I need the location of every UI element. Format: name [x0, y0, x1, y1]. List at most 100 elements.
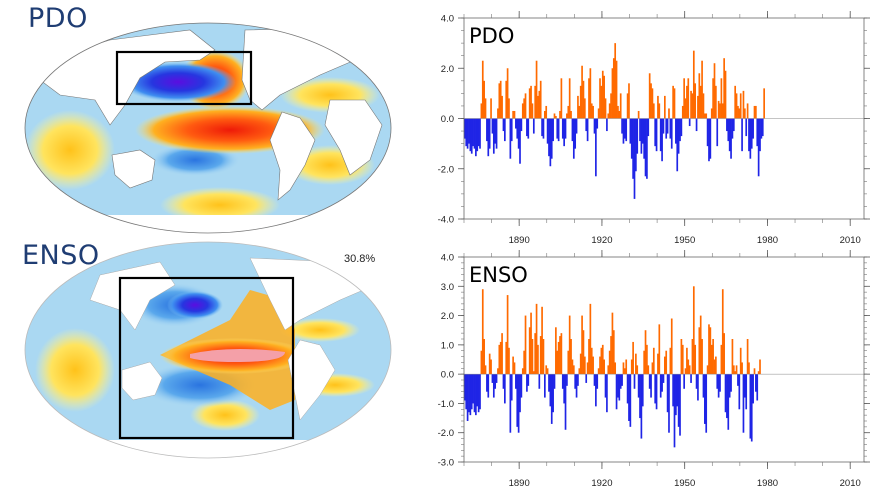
negative-bar — [526, 118, 528, 137]
negative-bar — [564, 118, 567, 139]
positive-bar — [480, 350, 483, 375]
negative-bar — [593, 374, 596, 386]
positive-bar — [652, 347, 655, 375]
positive-bar — [488, 353, 491, 375]
negative-bar — [666, 118, 669, 134]
positive-bar — [523, 350, 525, 375]
positive-bar — [590, 347, 593, 375]
positive-bar — [570, 110, 572, 119]
negative-bar — [542, 118, 545, 139]
positive-bar — [497, 368, 499, 375]
positive-bar — [570, 339, 572, 375]
negative-bar — [566, 374, 568, 386]
negative-bar — [680, 118, 683, 137]
positive-bar — [692, 286, 695, 375]
positive-bar — [588, 78, 590, 119]
negative-bar — [564, 374, 567, 430]
negative-bar — [716, 118, 719, 147]
negative-bar — [491, 118, 494, 134]
negative-bar — [553, 374, 556, 389]
enso-chart-title: ENSO — [469, 263, 528, 287]
negative-bar — [574, 374, 577, 389]
positive-bar — [521, 368, 524, 375]
positive-bar — [713, 359, 716, 375]
negative-bar — [697, 374, 699, 401]
negative-bar — [552, 374, 554, 413]
positive-bar — [708, 324, 710, 375]
positive-bar — [715, 85, 717, 119]
negative-bar — [661, 374, 663, 392]
positive-bar — [501, 333, 503, 375]
positive-bar — [578, 368, 581, 375]
negative-bar — [679, 118, 681, 142]
negative-bar — [665, 118, 668, 139]
positive-bar — [579, 353, 582, 375]
negative-bar — [759, 118, 761, 152]
positive-bar — [524, 93, 527, 119]
positive-bar — [657, 95, 659, 119]
negative-bar — [744, 374, 746, 398]
positive-bar — [657, 353, 659, 375]
positive-bar — [571, 359, 574, 375]
negative-bar — [487, 118, 490, 157]
positive-bar — [721, 289, 724, 375]
positive-bar — [608, 103, 611, 119]
negative-bar — [666, 374, 669, 413]
positive-bar — [546, 368, 549, 375]
positive-bar — [706, 365, 709, 375]
negative-bar — [549, 374, 552, 407]
bars — [464, 43, 765, 199]
positive-bar — [670, 318, 673, 375]
negative-bar — [745, 374, 748, 410]
negative-bar — [629, 118, 632, 144]
x-tick-label: 1950 — [674, 235, 695, 246]
negative-bar — [619, 374, 622, 389]
positive-bar — [739, 93, 742, 119]
positive-bar — [539, 80, 542, 119]
negative-bar — [479, 374, 481, 410]
positive-bar — [586, 362, 589, 375]
positive-bar — [590, 103, 593, 119]
positive-bar — [505, 341, 508, 375]
negative-bar — [756, 374, 759, 401]
positive-bar — [688, 365, 691, 375]
positive-bar — [619, 93, 622, 119]
positive-bar — [681, 344, 684, 375]
positive-bar — [744, 108, 746, 119]
positive-bar — [567, 350, 570, 375]
pdo-map-label: PDO — [28, 3, 88, 34]
y-tick-label: -3.0 — [438, 458, 454, 469]
positive-bar — [652, 103, 655, 119]
positive-bar — [625, 359, 628, 375]
negative-bar — [557, 118, 560, 142]
positive-bar — [603, 75, 605, 119]
negative-bar — [655, 374, 658, 410]
positive-bar — [603, 359, 605, 375]
negative-bar — [625, 118, 628, 142]
negative-bar — [473, 374, 476, 413]
negative-bar — [676, 118, 679, 172]
negative-bar — [756, 118, 759, 147]
positive-bar — [737, 105, 739, 119]
positive-bar — [557, 341, 560, 375]
negative-bar — [477, 118, 480, 147]
negative-bar — [728, 118, 731, 152]
negative-bar — [538, 374, 541, 389]
negative-bar — [650, 374, 652, 398]
negative-bar — [520, 118, 523, 132]
negative-bar — [515, 118, 517, 129]
negative-bar — [717, 374, 720, 398]
enso-chart: 4.0 3.0 2.0 1.0 0.0 -1.0 -2.0 -3.0 1890 1920 1950 1… — [438, 250, 870, 489]
enso-region-box — [118, 276, 295, 440]
positive-bar — [611, 68, 614, 119]
positive-bar — [508, 347, 510, 375]
positive-bar — [597, 108, 600, 119]
negative-bar — [668, 374, 670, 433]
positive-bar — [615, 60, 618, 119]
positive-bar — [581, 65, 583, 119]
negative-bar — [750, 118, 753, 149]
negative-bar — [517, 118, 520, 149]
enso-map-label: ENSO — [22, 240, 100, 271]
negative-bar — [571, 118, 574, 142]
positive-bar — [506, 68, 509, 119]
